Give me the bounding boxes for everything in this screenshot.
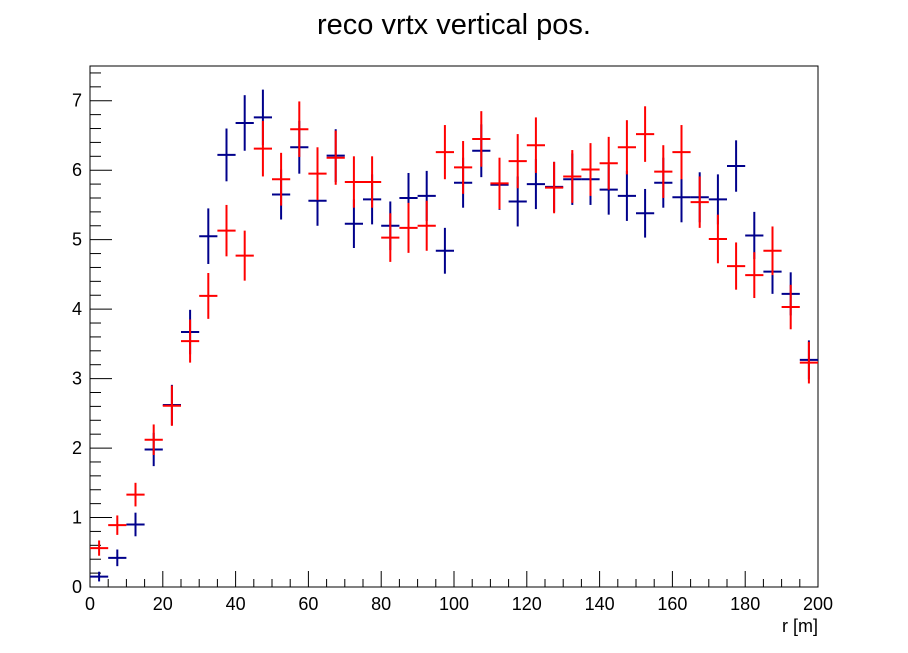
data-point [326,130,345,185]
data-point [217,204,236,257]
y-tick-label: 4 [72,299,82,319]
data-point [381,213,400,262]
data-point [617,170,636,221]
data-point [162,385,181,426]
data-point [672,125,691,180]
x-tick-label: 40 [226,594,246,614]
y-tick-label: 2 [72,438,82,458]
data-point [690,176,709,228]
data-point [636,188,655,238]
data-point [399,202,418,253]
data-point [417,200,436,251]
data-point [799,341,818,384]
y-tick-label: 7 [72,91,82,111]
data-point [199,208,218,264]
x-tick-label: 100 [439,594,469,614]
data-point [90,540,109,556]
data-point [126,482,145,507]
x-tick-label: 140 [585,594,615,614]
data-point [126,512,145,537]
data-point [235,230,254,281]
y-tick-label: 5 [72,230,82,250]
y-tick-label: 1 [72,508,82,528]
data-point [454,141,473,194]
data-point [745,252,764,299]
data-point [199,273,218,319]
data-point [290,101,309,158]
data-point [654,145,673,198]
x-tick-label: 60 [298,594,318,614]
data-point [636,106,655,162]
data-point [508,134,527,189]
x-tick-label: 20 [153,594,173,614]
data-point [563,150,582,203]
data-point [672,172,691,223]
y-axis: 0 1 2 3 4 5 6 7 [72,72,112,597]
x-tick-label: 80 [371,594,391,614]
data-point [272,152,291,206]
data-point [545,161,564,214]
data-point [435,125,454,180]
x-tick-label: 120 [512,594,542,614]
x-tick-label: 200 [803,594,833,614]
y-tick-label: 6 [72,160,82,180]
data-point [708,214,727,264]
data-point [727,242,746,290]
data-point [90,571,109,582]
x-tick-label: 160 [657,594,687,614]
data-point [472,111,491,167]
data-point [217,128,236,182]
x-axis-title: r [m] [782,616,818,636]
x-tick-label: 0 [85,594,95,614]
series-red [90,101,818,556]
data-point [581,143,600,196]
x-tick-label: 180 [730,594,760,614]
data-point [490,157,509,210]
y-tick-label: 0 [72,577,82,597]
data-point [745,211,764,260]
chart-title: reco vrtx vertical pos. [317,9,591,41]
data-point [253,120,272,177]
data-point [181,319,200,363]
data-series [90,89,818,582]
data-point [235,95,254,151]
data-point [763,226,782,276]
y-tick-label: 3 [72,369,82,389]
data-point [727,140,746,192]
data-point [344,156,363,208]
data-point [617,120,636,175]
x-axis: 0 20 40 60 80 100 120 140 160 180 200 [85,571,833,614]
data-point [363,156,382,208]
data-point [526,117,545,173]
data-point [308,147,327,201]
data-point [108,549,127,567]
data-point [108,515,127,535]
data-point [599,136,618,190]
data-point [435,227,454,274]
data-point [781,284,800,330]
data-point [144,424,163,456]
